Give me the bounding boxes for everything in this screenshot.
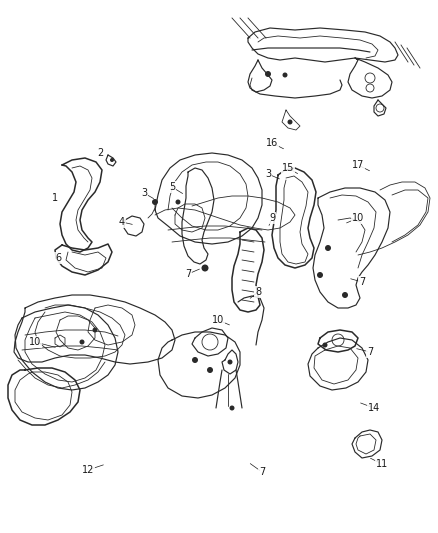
Text: 10: 10 <box>29 337 41 347</box>
Text: 3: 3 <box>141 188 147 198</box>
Circle shape <box>230 406 234 410</box>
Text: 12: 12 <box>82 465 94 475</box>
Circle shape <box>283 72 287 77</box>
Text: 7: 7 <box>367 347 373 357</box>
Circle shape <box>322 343 328 348</box>
Text: 3: 3 <box>265 169 271 179</box>
Circle shape <box>80 340 85 344</box>
Text: 11: 11 <box>376 459 388 469</box>
Circle shape <box>110 158 114 162</box>
Text: 7: 7 <box>185 269 191 279</box>
Text: 1: 1 <box>52 193 58 203</box>
Text: 2: 2 <box>97 148 103 158</box>
Text: 16: 16 <box>266 138 278 148</box>
Text: 10: 10 <box>212 315 224 325</box>
Circle shape <box>317 272 323 278</box>
Circle shape <box>265 71 271 77</box>
Circle shape <box>152 199 158 205</box>
Text: 15: 15 <box>282 163 294 173</box>
Text: 8: 8 <box>255 287 261 297</box>
Text: 10: 10 <box>352 213 364 223</box>
Circle shape <box>287 119 293 125</box>
Circle shape <box>342 292 348 298</box>
Circle shape <box>201 264 208 271</box>
Circle shape <box>227 359 233 365</box>
Circle shape <box>92 327 98 333</box>
Circle shape <box>192 357 198 363</box>
Text: 7: 7 <box>259 467 265 477</box>
Text: 9: 9 <box>269 213 275 223</box>
Text: 17: 17 <box>352 160 364 170</box>
Text: 14: 14 <box>368 403 380 413</box>
Text: 4: 4 <box>119 217 125 227</box>
Text: 5: 5 <box>169 182 175 192</box>
Circle shape <box>207 367 213 373</box>
Circle shape <box>176 199 180 205</box>
Text: 7: 7 <box>359 277 365 287</box>
Text: 6: 6 <box>55 253 61 263</box>
Circle shape <box>325 245 331 251</box>
